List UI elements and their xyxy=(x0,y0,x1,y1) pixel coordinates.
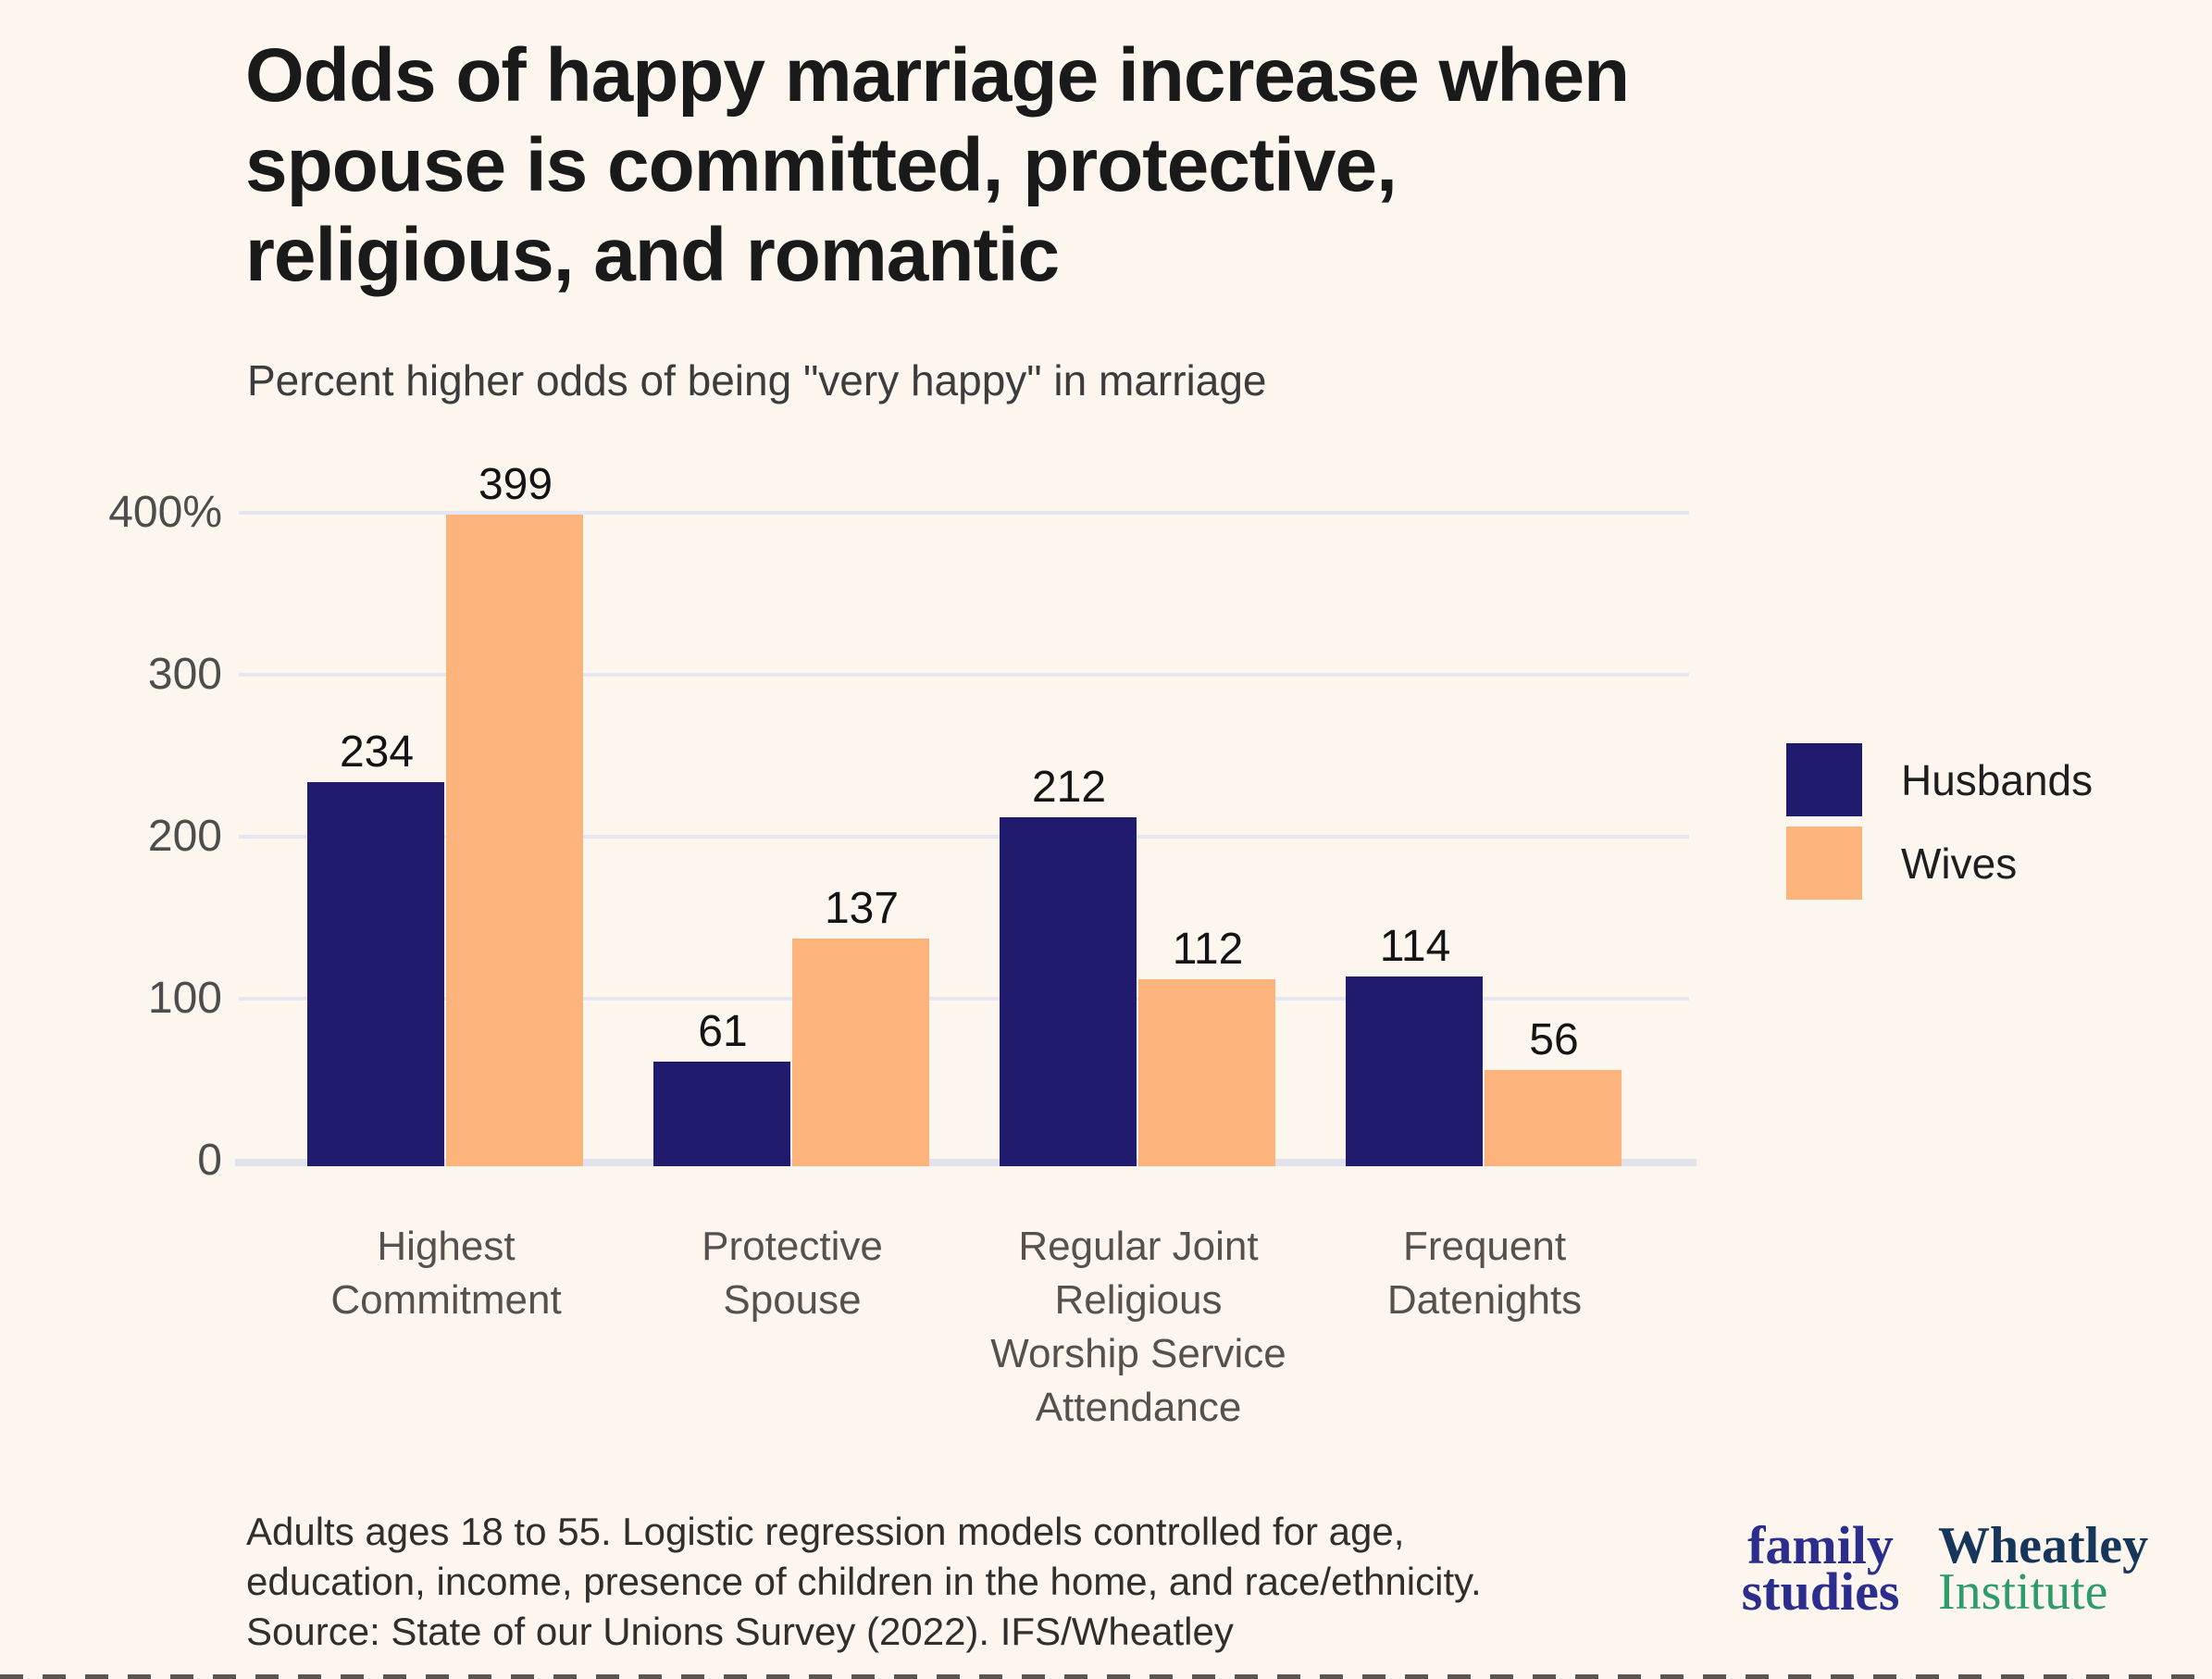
bar-value-label: 212 xyxy=(1031,763,1107,812)
bar-husbands-2 xyxy=(653,1062,790,1166)
bar-value-label: 56 xyxy=(1529,1015,1579,1064)
bar-husbands-4 xyxy=(1346,976,1483,1166)
x-axis-category-label: Highest Commitment xyxy=(330,1224,562,1324)
wheatley-logo-line2: Institute xyxy=(1938,1563,2108,1621)
cropped-content-edge xyxy=(0,1674,2212,1679)
legend-item-wives: Wives xyxy=(1786,827,2093,900)
y-axis-tick-label: 400% xyxy=(108,488,222,537)
family-studies-logo: family studies xyxy=(1723,1515,1918,1622)
y-axis-tick-label: 200 xyxy=(147,812,222,861)
bar-value-label: 112 xyxy=(1172,925,1244,974)
x-axis-baseline xyxy=(235,1159,1696,1166)
bar-husbands-1 xyxy=(307,781,444,1166)
y-axis-tick-label: 0 xyxy=(197,1136,222,1185)
wheatley-institute-logo: Wheatley Institute xyxy=(1938,1517,2179,1621)
family-studies-logo-line2: studies xyxy=(1741,1561,1900,1622)
bar-value-label: 61 xyxy=(698,1007,748,1057)
legend-label: Husbands xyxy=(1901,755,2094,804)
bar-value-label: 399 xyxy=(478,459,553,509)
bar-wives-2 xyxy=(792,939,929,1166)
bar-value-label: 114 xyxy=(1379,921,1451,971)
gridline-200 xyxy=(239,835,1689,839)
bar-value-label: 137 xyxy=(824,884,900,934)
bar-value-label: 234 xyxy=(339,727,415,777)
gridline-300 xyxy=(239,673,1689,677)
chart-title: Odds of happy marriage increase when spo… xyxy=(245,33,1630,297)
bar-wives-1 xyxy=(446,514,583,1166)
chart-legend: Husbands Wives xyxy=(1786,743,2093,910)
legend-swatch-husbands xyxy=(1786,743,1862,816)
x-axis-category-label: Frequent Datenights xyxy=(1386,1224,1583,1324)
bar-wives-4 xyxy=(1485,1070,1622,1166)
y-axis-tick-label: 300 xyxy=(147,650,222,699)
x-axis-category-label: Protective Spouse xyxy=(702,1224,883,1324)
footnote: Adults ages 18 to 55. Logistic regressio… xyxy=(246,1510,1482,1653)
legend-label: Wives xyxy=(1901,839,2018,888)
legend-item-husbands: Husbands xyxy=(1786,743,2093,816)
bar-husbands-3 xyxy=(1000,817,1137,1166)
gridline-100 xyxy=(239,997,1689,1001)
x-axis-category-label: Regular Joint Religious Worship Service … xyxy=(990,1224,1286,1431)
chart-subtitle: Percent higher odds of being "very happy… xyxy=(247,356,1267,404)
y-axis-tick-label: 100 xyxy=(147,974,222,1023)
legend-swatch-wives xyxy=(1786,827,1862,900)
gridline-400 xyxy=(239,511,1689,515)
family-studies-logo-line1: family xyxy=(1747,1515,1894,1575)
bar-wives-3 xyxy=(1138,979,1275,1166)
wheatley-logo-line1: Wheatley xyxy=(1938,1517,2149,1574)
